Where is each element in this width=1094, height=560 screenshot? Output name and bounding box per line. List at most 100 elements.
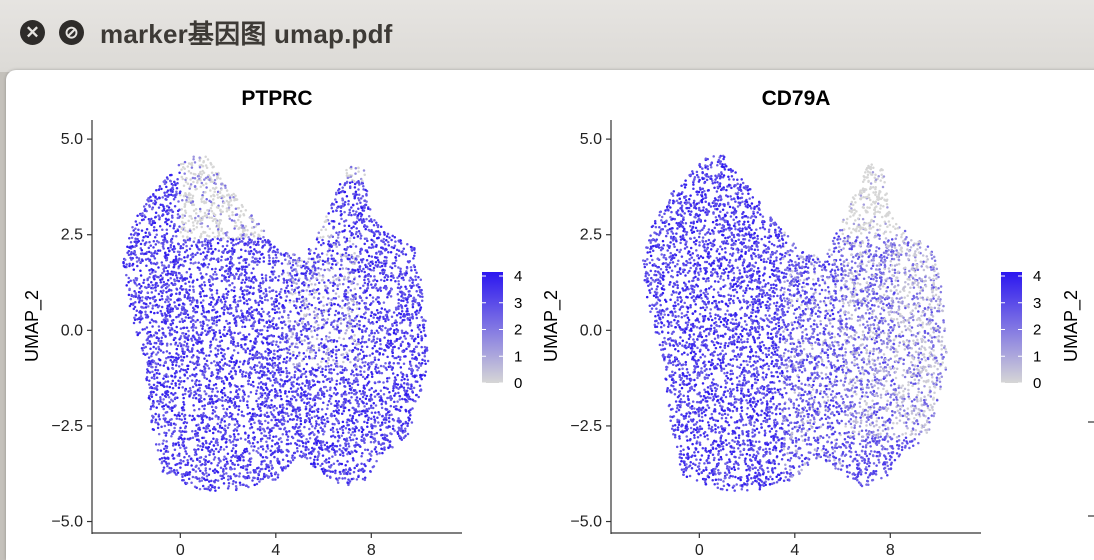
data-point xyxy=(378,413,381,416)
data-point xyxy=(313,415,317,418)
data-point xyxy=(242,449,246,452)
data-point xyxy=(164,403,168,407)
data-point xyxy=(198,400,201,403)
data-point xyxy=(207,394,211,398)
data-point xyxy=(220,377,223,380)
data-point xyxy=(398,398,402,401)
data-point xyxy=(192,343,195,347)
data-point xyxy=(332,358,335,362)
data-point xyxy=(281,469,284,472)
data-point xyxy=(145,264,148,268)
data-point xyxy=(365,354,368,358)
data-point xyxy=(206,323,209,327)
data-point xyxy=(228,217,232,220)
data-point xyxy=(397,428,401,432)
data-point xyxy=(231,482,235,486)
data-point xyxy=(184,229,187,232)
data-point xyxy=(336,206,339,209)
data-point xyxy=(333,386,337,390)
data-point xyxy=(332,289,335,292)
data-point xyxy=(368,334,371,337)
data-point xyxy=(307,307,310,311)
data-point xyxy=(323,430,326,433)
disabled-window-button[interactable]: ⊘ xyxy=(59,20,84,45)
data-point xyxy=(281,269,285,272)
data-point xyxy=(135,277,139,280)
data-point xyxy=(337,409,341,412)
data-point xyxy=(221,396,224,399)
data-point xyxy=(199,321,202,324)
data-point xyxy=(340,217,343,221)
data-point xyxy=(347,253,351,257)
data-point xyxy=(343,477,347,480)
data-point xyxy=(181,475,184,478)
data-point xyxy=(242,334,245,337)
data-point xyxy=(271,272,274,275)
data-point xyxy=(395,314,399,317)
data-point xyxy=(333,313,337,317)
data-point xyxy=(212,322,216,325)
data-point xyxy=(371,406,375,410)
data-point xyxy=(149,195,152,199)
data-point xyxy=(154,443,158,446)
data-point xyxy=(218,314,222,318)
data-point xyxy=(201,418,205,422)
data-point xyxy=(298,425,301,429)
data-point xyxy=(225,244,229,248)
data-point xyxy=(167,284,171,287)
data-point xyxy=(271,439,274,442)
data-point xyxy=(380,307,384,310)
data-point xyxy=(417,342,420,345)
data-point xyxy=(290,456,294,460)
data-point xyxy=(347,391,351,395)
data-point xyxy=(321,470,325,473)
data-point xyxy=(363,420,366,424)
data-point xyxy=(334,345,338,349)
data-point xyxy=(315,414,319,418)
data-point xyxy=(294,411,298,414)
data-point xyxy=(226,347,230,350)
data-point xyxy=(351,280,354,284)
data-point xyxy=(355,437,358,441)
data-point xyxy=(205,294,208,298)
data-point xyxy=(155,252,159,255)
data-point xyxy=(183,172,186,175)
data-point xyxy=(357,270,360,274)
data-point xyxy=(159,281,163,284)
data-point xyxy=(165,350,169,353)
close-window-button[interactable]: ✕ xyxy=(20,20,45,45)
data-point xyxy=(363,441,366,445)
data-point xyxy=(264,419,267,423)
data-point xyxy=(276,248,279,251)
data-point xyxy=(190,244,194,248)
data-point xyxy=(239,255,243,259)
data-point xyxy=(213,235,216,239)
data-point xyxy=(376,258,380,262)
data-point xyxy=(162,180,166,183)
data-point xyxy=(391,446,394,449)
data-point xyxy=(256,386,260,389)
data-point xyxy=(194,429,197,433)
data-point xyxy=(362,267,365,271)
data-point xyxy=(327,457,331,460)
data-point xyxy=(386,329,389,333)
data-point xyxy=(161,209,164,212)
data-point xyxy=(304,375,308,378)
data-point xyxy=(151,219,154,223)
data-point xyxy=(316,458,319,461)
data-point xyxy=(252,322,255,326)
data-point xyxy=(233,438,236,441)
data-point xyxy=(259,478,262,481)
data-point xyxy=(333,327,336,331)
data-point xyxy=(320,468,324,471)
data-point xyxy=(200,232,203,236)
data-point xyxy=(160,305,164,309)
data-point xyxy=(162,452,166,456)
data-point xyxy=(191,475,195,479)
data-point xyxy=(210,301,213,304)
data-point xyxy=(409,413,412,417)
data-point xyxy=(239,221,243,224)
data-point xyxy=(354,269,357,272)
data-point xyxy=(303,322,307,326)
data-point xyxy=(399,267,402,271)
